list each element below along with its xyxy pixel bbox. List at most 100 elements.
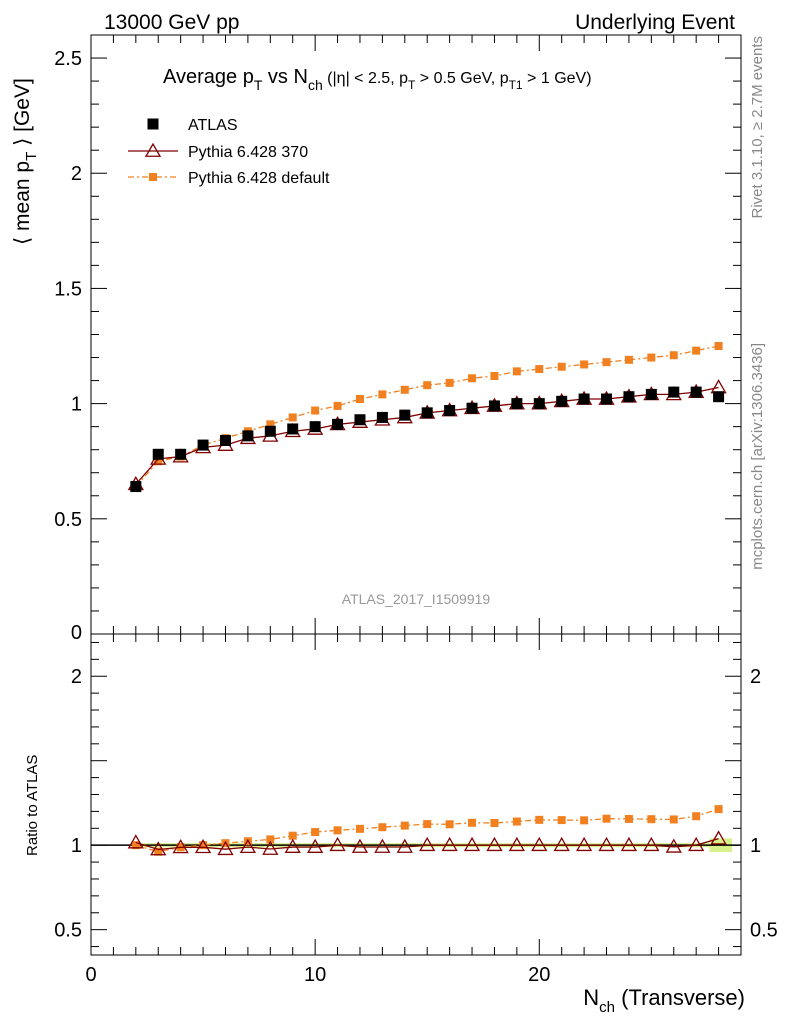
ratio-point-pythia-6-428-370 bbox=[643, 836, 660, 852]
ratio-point-pythia-6-428-default bbox=[445, 820, 454, 829]
ratio-y-axis-label: Ratio to ATLAS bbox=[24, 755, 41, 856]
ratio-point-pythia-6-428-370 bbox=[329, 836, 346, 852]
legend-marker-atlas bbox=[147, 118, 159, 130]
point-atlas bbox=[488, 400, 500, 412]
point-atlas bbox=[399, 409, 411, 421]
point-atlas bbox=[130, 481, 142, 493]
point-pythia-6-428-default bbox=[557, 362, 566, 371]
point-atlas bbox=[354, 414, 366, 426]
point-atlas bbox=[690, 386, 702, 398]
header-right: Underlying Event bbox=[575, 11, 735, 34]
x-tick-label: 0 bbox=[85, 964, 96, 986]
point-pythia-6-428-default bbox=[400, 385, 409, 394]
main-series bbox=[127, 342, 727, 493]
analysis-id: ATLAS_2017_I1509919 bbox=[342, 591, 491, 607]
ratio-series bbox=[127, 805, 727, 856]
ratio-point-pythia-6-428-370 bbox=[307, 838, 324, 853]
point-pythia-6-428-default bbox=[669, 351, 678, 360]
point-atlas bbox=[556, 395, 568, 407]
ratio-point-pythia-6-428-370 bbox=[486, 836, 503, 852]
point-pythia-6-428-default bbox=[512, 367, 521, 376]
point-pythia-6-428-default bbox=[647, 353, 656, 362]
chart-title: Average pT vs Nch (|η| < 2.5, pT > 0.5 G… bbox=[163, 66, 592, 93]
header-left: 13000 GeV pp bbox=[104, 11, 239, 34]
point-pythia-6-428-default bbox=[490, 371, 499, 380]
ratio-point-pythia-6-428-370 bbox=[262, 840, 279, 855]
ratio-point-pythia-6-428-370 bbox=[351, 838, 369, 853]
ratio-point-pythia-6-428-default bbox=[669, 815, 678, 824]
ratio-point-pythia-6-428-default bbox=[131, 841, 140, 850]
ratio-point-pythia-6-428-default bbox=[311, 828, 320, 837]
ratio-point-pythia-6-428-default bbox=[355, 824, 364, 833]
rivet-label: Rivet 3.1.10, ≥ 2.7M events bbox=[749, 36, 766, 219]
ratio-point-pythia-6-428-default bbox=[647, 815, 656, 824]
point-atlas bbox=[511, 398, 523, 410]
ratio-line-pythia-6-428-default bbox=[135, 808, 719, 853]
point-atlas bbox=[376, 411, 388, 423]
legend-marker-pythia-6-428-default bbox=[149, 173, 157, 181]
point-atlas bbox=[578, 393, 590, 405]
ratio-point-pythia-6-428-370 bbox=[710, 830, 727, 845]
ratio-point-pythia-6-428-default bbox=[423, 820, 432, 829]
ratio-point-pythia-6-428-370 bbox=[194, 838, 212, 854]
x-axis-label: Nch (Transverse) bbox=[583, 985, 745, 1016]
point-atlas bbox=[466, 402, 478, 414]
y-tick-label-zero: 0 bbox=[71, 622, 82, 644]
ratio-point-pythia-6-428-default bbox=[535, 815, 544, 824]
ratio-point-pythia-6-428-370 bbox=[127, 834, 144, 849]
x-tick-label: 10 bbox=[304, 964, 326, 986]
point-atlas bbox=[533, 398, 545, 410]
point-pythia-6-428-default bbox=[154, 457, 163, 466]
point-pythia-6-428-370 bbox=[710, 379, 727, 394]
ratio-y-tick-label-right: 1 bbox=[750, 835, 761, 857]
ratio-point-pythia-6-428-370 bbox=[150, 841, 167, 856]
ratio-point-pythia-6-428-370 bbox=[396, 838, 413, 853]
ratio-point-pythia-6-428-default bbox=[333, 826, 342, 835]
point-atlas bbox=[623, 391, 635, 403]
point-atlas bbox=[242, 430, 254, 442]
y-tick-label: 2.5 bbox=[54, 48, 82, 70]
point-pythia-6-428-default bbox=[580, 360, 589, 369]
point-atlas bbox=[287, 423, 299, 435]
ratio-point-pythia-6-428-default bbox=[602, 814, 611, 823]
point-pythia-6-428-default bbox=[445, 378, 454, 387]
ratio-point-pythia-6-428-default bbox=[378, 823, 387, 832]
point-atlas bbox=[713, 391, 725, 403]
ratio-point-pythia-6-428-370 bbox=[531, 836, 548, 852]
point-atlas bbox=[197, 439, 209, 451]
point-pythia-6-428-default bbox=[311, 406, 320, 415]
point-pythia-6-428-default bbox=[288, 413, 297, 422]
y-axis-label: ⟨ mean pT ⟩ [GeV] bbox=[11, 78, 40, 245]
x-tick-label: 20 bbox=[528, 964, 550, 986]
point-pythia-6-428-default bbox=[535, 365, 544, 374]
ratio-point-pythia-6-428-370 bbox=[463, 836, 481, 852]
ratio-line-pythia-6-428-370 bbox=[135, 837, 719, 851]
ratio-point-pythia-6-428-370 bbox=[508, 836, 525, 852]
ratio-point-pythia-6-428-default bbox=[154, 847, 163, 856]
ratio-point-pythia-6-428-370 bbox=[688, 836, 705, 852]
point-atlas bbox=[601, 393, 613, 405]
y-tick-label: 2 bbox=[71, 163, 82, 185]
mcplots-label: mcplots.cern.ch [arXiv:1306.3436] bbox=[749, 343, 766, 570]
legend-marker-pythia-6-428-370 bbox=[144, 142, 162, 157]
ratio-point-pythia-6-428-370 bbox=[575, 836, 593, 852]
point-atlas bbox=[421, 407, 433, 419]
point-atlas bbox=[219, 434, 231, 446]
legend-label-pythia-6-428-default: Pythia 6.428 default bbox=[188, 170, 330, 187]
point-atlas bbox=[152, 448, 164, 460]
point-atlas bbox=[175, 448, 187, 460]
point-pythia-6-428-default bbox=[692, 346, 701, 355]
ratio-point-pythia-6-428-370 bbox=[665, 838, 682, 853]
y-tick-label: 1 bbox=[71, 394, 82, 416]
y-tick-label: 1.5 bbox=[54, 278, 82, 300]
series-line-pythia-6-428-default bbox=[135, 345, 719, 487]
point-atlas bbox=[668, 386, 680, 398]
ratio-point-pythia-6-428-default bbox=[400, 821, 409, 830]
point-atlas bbox=[645, 388, 657, 400]
point-pythia-6-428-default bbox=[378, 390, 387, 399]
point-atlas bbox=[332, 418, 344, 430]
ratio-y-tick-label-right: 2 bbox=[750, 666, 761, 688]
point-pythia-6-428-default bbox=[333, 401, 342, 410]
legend-label-pythia-6-428-370: Pythia 6.428 370 bbox=[188, 144, 308, 161]
ratio-point-pythia-6-428-default bbox=[714, 805, 723, 814]
